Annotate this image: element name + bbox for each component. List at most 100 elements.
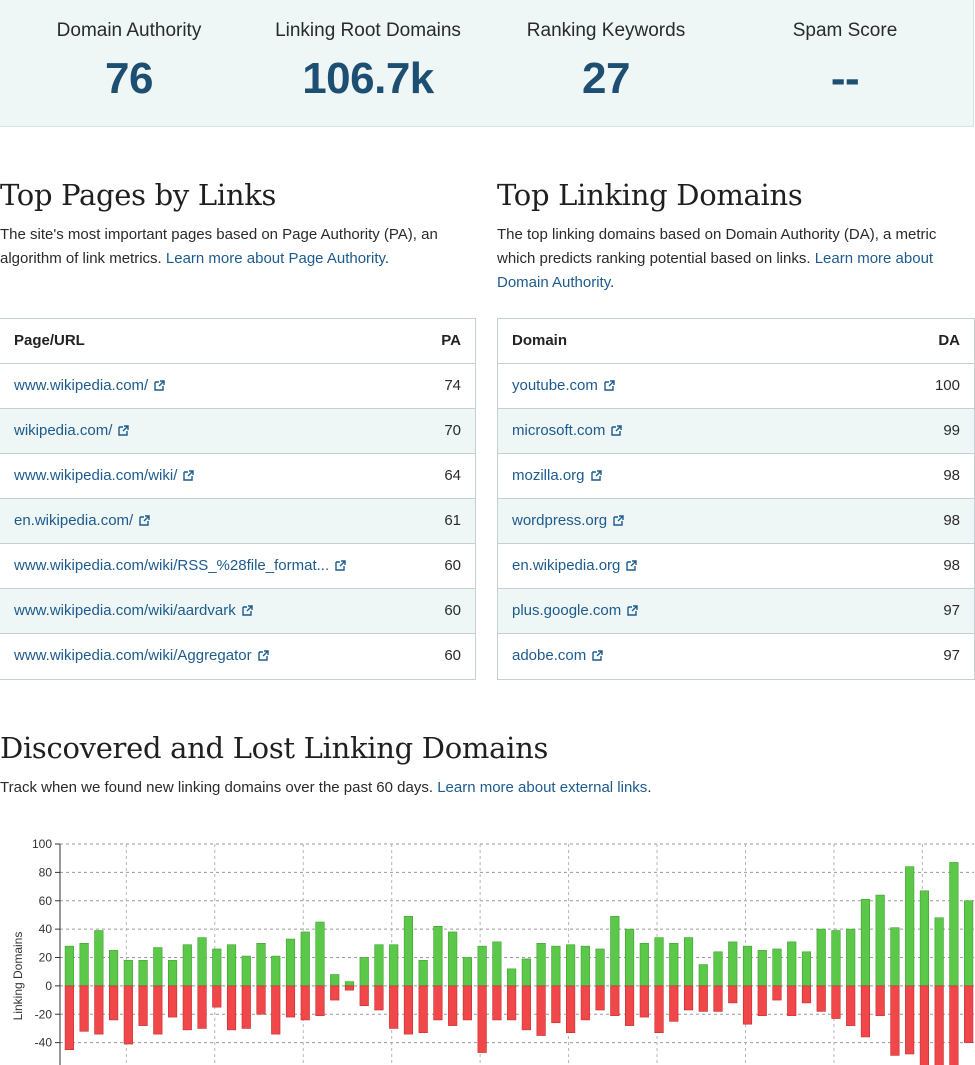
discovered-bar[interactable] — [462, 957, 472, 987]
discovered-bar[interactable] — [448, 931, 458, 987]
lost-bar[interactable] — [462, 985, 472, 1021]
lost-bar[interactable] — [860, 985, 871, 1038]
lost-bar[interactable] — [197, 985, 207, 1029]
discovered-bar[interactable] — [624, 928, 635, 987]
learn-more-external-links-link[interactable]: Learn more about external links — [437, 779, 648, 796]
lost-bar[interactable] — [801, 985, 812, 1004]
lost-bar[interactable] — [212, 985, 222, 1008]
discovered-bar[interactable] — [477, 945, 487, 987]
learn-more-page-authority-link[interactable]: Learn more about Page Authority — [165, 250, 385, 267]
discovered-bar[interactable] — [330, 974, 340, 987]
discovered-bar[interactable] — [860, 899, 871, 987]
lost-bar[interactable] — [344, 985, 355, 991]
lost-bar[interactable] — [536, 985, 546, 1036]
discovered-bar[interactable] — [153, 947, 163, 987]
discovered-bar[interactable] — [64, 945, 74, 987]
discovered-bar[interactable] — [846, 928, 856, 987]
lost-bar[interactable] — [934, 985, 944, 1065]
lost-bar[interactable] — [433, 985, 443, 1021]
discovered-bar[interactable] — [433, 925, 443, 987]
discovered-bar[interactable] — [359, 957, 369, 987]
discovered-bar[interactable] — [875, 894, 885, 987]
discovered-bar[interactable] — [492, 941, 502, 987]
discovered-bar[interactable] — [521, 958, 531, 987]
discovered-bar[interactable] — [831, 930, 841, 987]
discovered-bar[interactable] — [919, 890, 929, 987]
domain-link[interactable]: mozilla.org — [512, 467, 602, 484]
discovered-bar[interactable] — [212, 948, 222, 987]
lost-bar[interactable] — [256, 985, 266, 1015]
discovered-bar[interactable] — [669, 943, 679, 987]
lost-bar[interactable] — [315, 985, 325, 1016]
discovered-bar[interactable] — [890, 927, 900, 987]
discovered-bar[interactable] — [271, 955, 281, 987]
discovered-bar[interactable] — [698, 964, 708, 987]
discovered-bar[interactable] — [197, 937, 207, 987]
discovered-bar[interactable] — [315, 921, 325, 987]
page-url-link[interactable]: www.wikipedia.com/wiki/Aggregator — [14, 647, 269, 664]
discovered-bar[interactable] — [905, 866, 915, 987]
lost-bar[interactable] — [507, 985, 517, 1021]
lost-bar[interactable] — [610, 985, 620, 1016]
lost-bar[interactable] — [890, 985, 900, 1056]
lost-bar[interactable] — [300, 985, 310, 1021]
lost-bar[interactable] — [816, 985, 826, 1012]
discovered-bar[interactable] — [94, 930, 104, 987]
page-url-link[interactable]: en.wikipedia.com/ — [14, 512, 150, 529]
discovered-bar[interactable] — [566, 944, 576, 987]
lost-bar[interactable] — [477, 985, 487, 1053]
discovered-bar[interactable] — [226, 944, 237, 987]
discovered-bar[interactable] — [256, 943, 266, 987]
discovered-bar[interactable] — [580, 945, 590, 987]
lost-bar[interactable] — [64, 985, 74, 1051]
discovered-bar[interactable] — [300, 931, 310, 987]
discovered-bar[interactable] — [285, 938, 296, 987]
discovered-bar[interactable] — [654, 937, 664, 987]
discovered-bar[interactable] — [507, 968, 517, 987]
lost-bar[interactable] — [521, 985, 531, 1031]
lost-bar[interactable] — [226, 985, 237, 1031]
page-url-link[interactable]: www.wikipedia.com/wiki/ — [14, 467, 195, 484]
domain-link[interactable]: youtube.com — [512, 377, 615, 394]
domain-link[interactable]: plus.google.com — [512, 602, 638, 619]
page-url-link[interactable]: www.wikipedia.com/wiki/RSS_%28file_forma… — [14, 557, 346, 574]
lost-bar[interactable] — [698, 985, 708, 1012]
discovered-bar[interactable] — [389, 944, 399, 987]
lost-bar[interactable] — [595, 985, 605, 1011]
discovered-bar[interactable] — [934, 917, 944, 987]
discovered-bar[interactable] — [728, 941, 738, 987]
lost-bar[interactable] — [875, 985, 885, 1016]
discovered-bar[interactable] — [595, 948, 605, 987]
discovered-bar[interactable] — [816, 928, 826, 987]
domain-link[interactable]: en.wikipedia.org — [512, 557, 638, 574]
discovered-bar[interactable] — [182, 944, 192, 987]
page-url-link[interactable]: www.wikipedia.com/ — [14, 377, 165, 394]
discovered-bar[interactable] — [949, 862, 959, 987]
learn-more-domain-authority-link[interactable]: Learn more about Domain Authority — [497, 250, 934, 291]
lost-bar[interactable] — [153, 985, 163, 1035]
discovered-bar[interactable] — [787, 941, 797, 987]
lost-bar[interactable] — [919, 985, 929, 1065]
discovered-bar[interactable] — [757, 950, 767, 987]
discovered-bar[interactable] — [964, 900, 974, 987]
lost-bar[interactable] — [241, 985, 251, 1029]
discovered-bar[interactable] — [403, 916, 414, 987]
discovered-bar[interactable] — [801, 951, 812, 987]
lost-bar[interactable] — [949, 985, 959, 1065]
lost-bar[interactable] — [742, 985, 753, 1025]
lost-bar[interactable] — [403, 985, 414, 1035]
lost-bar[interactable] — [772, 985, 782, 1001]
lost-bar[interactable] — [624, 985, 635, 1026]
discovered-bar[interactable] — [109, 950, 119, 987]
lost-bar[interactable] — [905, 985, 915, 1055]
lost-bar[interactable] — [580, 985, 590, 1021]
lost-bar[interactable] — [551, 985, 561, 1024]
lost-bar[interactable] — [728, 985, 738, 1004]
discovered-bar[interactable] — [742, 945, 753, 987]
lost-bar[interactable] — [669, 985, 679, 1022]
discovered-bar[interactable] — [79, 943, 89, 987]
domain-link[interactable]: microsoft.com — [512, 422, 623, 439]
lost-bar[interactable] — [109, 985, 119, 1021]
discovered-bar[interactable] — [683, 937, 694, 987]
lost-bar[interactable] — [138, 985, 148, 1026]
